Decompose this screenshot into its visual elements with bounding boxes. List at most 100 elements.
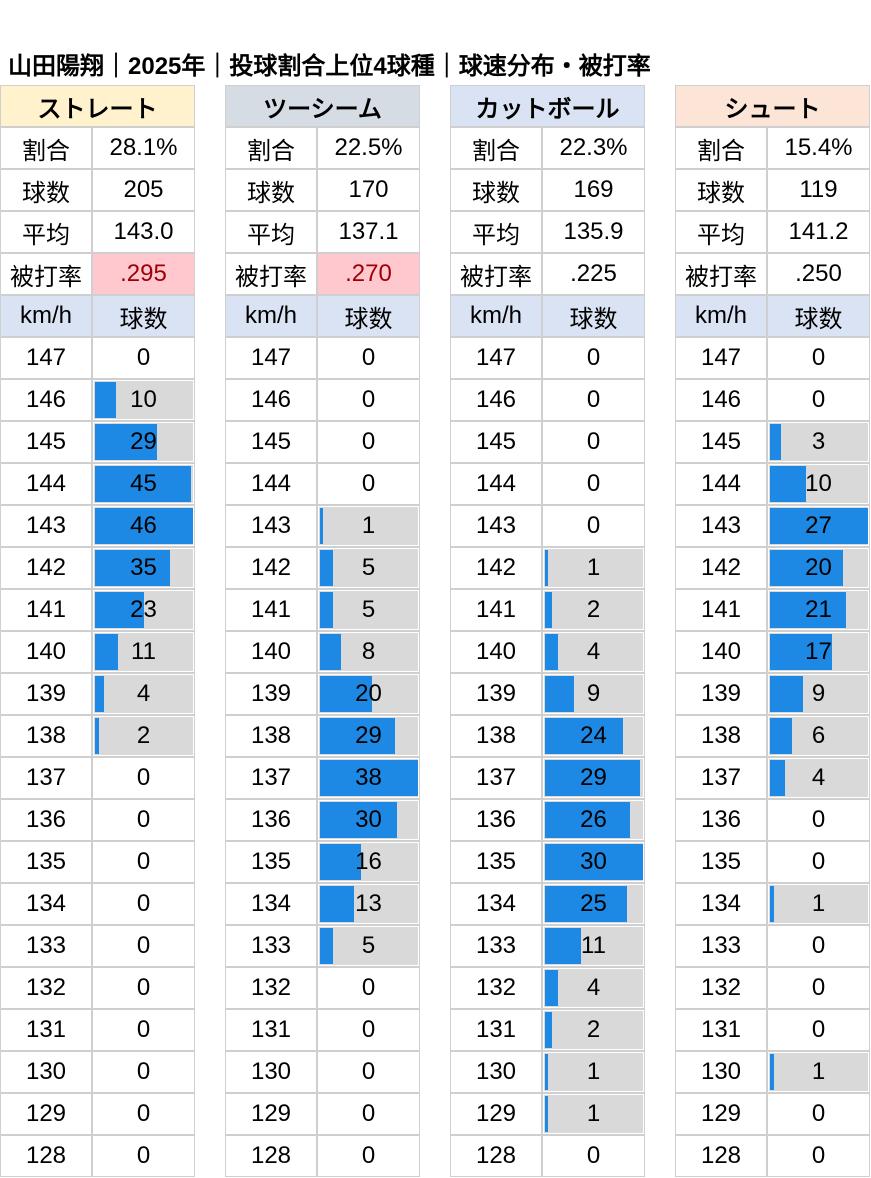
data-bar: [770, 634, 832, 670]
speed: 143: [0, 505, 92, 547]
cell-text: 0: [811, 1100, 826, 1127]
stat-value: .270: [317, 253, 420, 295]
speed: 146: [225, 379, 317, 421]
speed: 128: [0, 1135, 92, 1177]
speed: 131: [0, 1009, 92, 1051]
cell-text: 142: [700, 554, 742, 581]
cell-text: 0: [361, 470, 376, 497]
count: 0: [317, 967, 420, 1009]
cell-text: 0: [361, 1100, 376, 1127]
cell-text: 27: [805, 512, 832, 539]
count: 1: [542, 547, 645, 589]
stat-value: 135.9: [542, 211, 645, 253]
data-bar: [770, 466, 807, 502]
speed: 137: [450, 757, 542, 799]
count: 0: [317, 421, 420, 463]
cell-text: 0: [586, 1142, 601, 1169]
count: 0: [317, 379, 420, 421]
count: 16: [317, 841, 420, 883]
cell-text: 20: [355, 680, 382, 707]
speed: 129: [450, 1093, 542, 1135]
cell-text: 球数: [22, 179, 70, 207]
cell-text: 1: [361, 512, 376, 539]
cell-text: 0: [361, 386, 376, 413]
count: 46: [92, 505, 195, 547]
cell-text: 平均: [247, 221, 295, 249]
cell-text: 5: [361, 554, 376, 581]
cell-text: 134: [475, 890, 517, 917]
speed: 141: [675, 589, 767, 631]
cell-text: 134: [700, 890, 742, 917]
data-bar: [770, 718, 792, 754]
cell-text: .250: [795, 260, 842, 287]
count: 2: [542, 589, 645, 631]
speed: 138: [675, 715, 767, 757]
speed: 142: [0, 547, 92, 589]
speed: 138: [0, 715, 92, 757]
data-bar: [770, 508, 868, 544]
cell-text: 1: [811, 1058, 826, 1085]
data-bar: [320, 886, 354, 922]
cell-text: 141: [700, 596, 742, 623]
column-header: 球数: [317, 295, 420, 337]
cell-text: 144: [475, 470, 517, 497]
speed: 140: [450, 631, 542, 673]
cell-text: 146: [700, 386, 742, 413]
cell-text: 133: [25, 932, 67, 959]
cell-text: 147: [250, 344, 292, 371]
title: 山田陽翔｜2025年｜投球割合上位4球種｜球速分布・被打率: [8, 53, 651, 80]
stat-value: 170: [317, 169, 420, 211]
cell-text: 146: [475, 386, 517, 413]
count: 0: [92, 1093, 195, 1135]
cell-text: 133: [700, 932, 742, 959]
cell-text: 0: [136, 848, 151, 875]
cell-text: 0: [136, 890, 151, 917]
count: 11: [92, 631, 195, 673]
cell-text: 被打率: [685, 263, 757, 291]
cell-text: 144: [700, 470, 742, 497]
table-header: ツーシーム: [225, 85, 420, 127]
count: 0: [542, 505, 645, 547]
speed: 141: [225, 589, 317, 631]
count: 0: [767, 1009, 870, 1051]
data-bar: [545, 1012, 552, 1048]
speed: 141: [0, 589, 92, 631]
speed: 128: [450, 1135, 542, 1177]
cell-text: 被打率: [460, 263, 532, 291]
column-header: km/h: [450, 295, 542, 337]
data-bar: [545, 886, 627, 922]
count: 11: [542, 925, 645, 967]
count: 10: [92, 379, 195, 421]
cell-text: 1: [586, 1100, 601, 1127]
stat-value: 169: [542, 169, 645, 211]
count: 0: [92, 925, 195, 967]
data-bar: [95, 508, 193, 544]
cell-text: 130: [250, 1058, 292, 1085]
count: 20: [317, 673, 420, 715]
count: 5: [317, 925, 420, 967]
cell-text: 141: [475, 596, 517, 623]
cell-text: 134: [25, 890, 67, 917]
stat-value: .225: [542, 253, 645, 295]
count: 3: [767, 421, 870, 463]
stat-value: .295: [92, 253, 195, 295]
count: 4: [92, 673, 195, 715]
cell-text: 143: [475, 512, 517, 539]
cell-text: 22.3%: [559, 134, 628, 161]
data-bar: [320, 676, 372, 712]
speed: 129: [675, 1093, 767, 1135]
cell-text: 169: [573, 176, 614, 203]
count: 0: [767, 925, 870, 967]
cell-text: 128: [25, 1142, 67, 1169]
cell-text: 割合: [247, 137, 295, 165]
count: 13: [317, 883, 420, 925]
cell-text: 137.1: [338, 218, 399, 245]
cell-text: 0: [361, 1142, 376, 1169]
cell-text: 23: [130, 596, 157, 623]
count: 26: [542, 799, 645, 841]
speed: 136: [675, 799, 767, 841]
data-bar: [95, 676, 104, 712]
cell-text: 135: [25, 848, 67, 875]
cell-text: 137: [250, 764, 292, 791]
speed: 144: [225, 463, 317, 505]
